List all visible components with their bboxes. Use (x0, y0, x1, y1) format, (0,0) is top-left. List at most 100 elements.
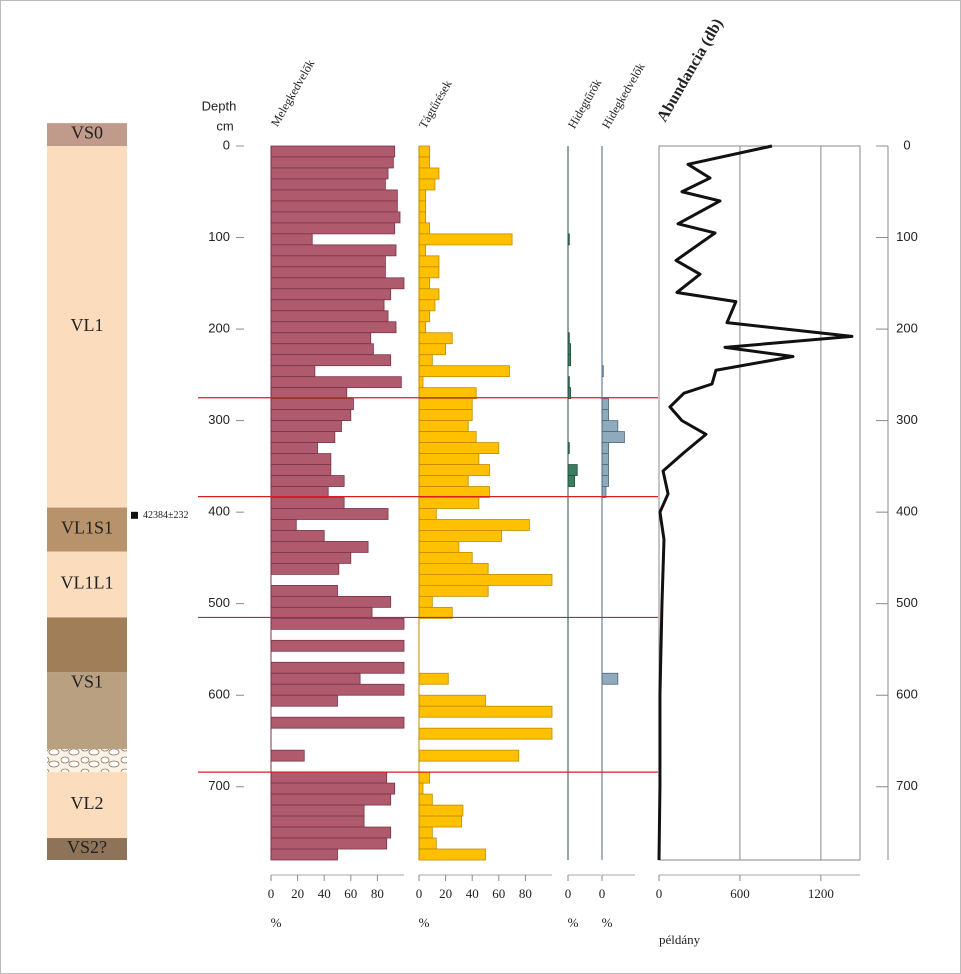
bar (418, 420, 469, 433)
bar (270, 310, 389, 323)
bar (418, 672, 449, 685)
unit-block (47, 146, 127, 508)
y-tick-label: 700 (208, 778, 230, 793)
x-tick-label: 0 (268, 886, 275, 901)
bar (270, 167, 389, 180)
bar (418, 442, 500, 454)
bar (270, 288, 392, 301)
bar (567, 464, 578, 476)
bar (270, 804, 365, 817)
bar (418, 167, 440, 180)
bar (270, 771, 388, 784)
bar (270, 683, 405, 696)
y-tick-label: 100 (896, 229, 918, 244)
bar (270, 156, 394, 169)
bar (270, 749, 305, 762)
y-tick-label: 300 (208, 412, 230, 427)
bar (270, 595, 392, 608)
bar (270, 332, 372, 345)
bar (270, 475, 345, 487)
bar (418, 530, 502, 542)
bar (270, 694, 338, 707)
unit-label: VL1S1 (61, 518, 113, 538)
bar (418, 200, 427, 213)
unit-block (47, 551, 127, 618)
x-tick-label: 40 (318, 886, 331, 901)
unit-block (47, 123, 127, 146)
bar (418, 431, 477, 443)
x-tick-label: 0 (599, 886, 606, 901)
x-tick-label: 60 (344, 886, 357, 901)
y-unit: cm (216, 118, 233, 133)
bar (418, 332, 453, 345)
bar (418, 782, 424, 795)
y-tick-label: 300 (896, 412, 918, 427)
bar (601, 409, 609, 422)
unit-label: VL1L1 (61, 573, 114, 593)
x-tick-label: 0 (565, 886, 572, 901)
x-tick-label: 20 (439, 886, 452, 901)
unit-block (47, 617, 127, 673)
date-label: 42384±232 (143, 510, 189, 521)
date-marker (131, 511, 138, 519)
bar (418, 464, 490, 476)
bar (270, 431, 336, 443)
y-tick-label: 400 (208, 504, 230, 519)
bar (270, 442, 318, 454)
bar (270, 848, 338, 861)
bar (270, 255, 386, 268)
x-tick-label: 0 (416, 886, 423, 901)
bar (418, 727, 553, 740)
y-tick-label: 700 (896, 778, 918, 793)
x-tick-label: 600 (730, 886, 750, 901)
bar (270, 826, 392, 839)
bar (418, 584, 489, 597)
bar (418, 178, 436, 191)
bar (418, 145, 431, 158)
y-tick-label: 500 (896, 595, 918, 610)
bar (601, 420, 619, 433)
x-label: példány (659, 932, 701, 947)
bar (418, 563, 489, 575)
bar (270, 530, 325, 542)
bar (270, 277, 405, 290)
y-tick-label: 200 (208, 321, 230, 336)
bar (270, 716, 405, 729)
x-tick-label: 60 (492, 886, 505, 901)
x-tick-label: 20 (291, 886, 304, 901)
bar (270, 464, 332, 476)
bar (567, 475, 575, 487)
bar (418, 705, 553, 718)
bar (270, 453, 332, 465)
bar (418, 189, 427, 202)
unit-label: VS0 (71, 123, 103, 143)
bar (270, 584, 338, 597)
bar (418, 222, 431, 235)
bar (270, 343, 374, 356)
bar (270, 299, 385, 312)
bar (270, 639, 405, 652)
x-label: % (419, 915, 430, 930)
bar (270, 244, 397, 257)
unit-block (47, 772, 127, 839)
bar (270, 508, 389, 520)
y-tick-label: 500 (208, 595, 230, 610)
bar (270, 420, 342, 433)
y-tick-label: 0 (903, 137, 910, 152)
bar (418, 848, 486, 861)
bar (270, 409, 352, 422)
bar (418, 475, 469, 487)
x-label: % (271, 915, 282, 930)
bar (418, 574, 553, 586)
bar (270, 815, 365, 828)
bar (270, 672, 361, 685)
bar (270, 321, 397, 334)
unit-label: VL1 (71, 315, 104, 335)
unit-label: VL2 (71, 793, 104, 813)
bar (601, 453, 609, 465)
bar (418, 343, 447, 356)
bar (270, 398, 354, 411)
unit-block (47, 749, 127, 773)
x-tick-label: 1200 (808, 886, 834, 901)
